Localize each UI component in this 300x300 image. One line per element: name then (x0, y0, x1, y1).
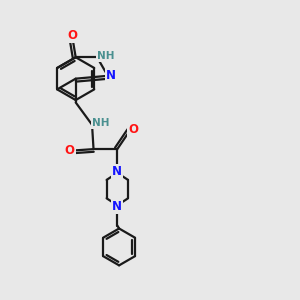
Text: O: O (65, 144, 75, 157)
Text: N: N (112, 165, 122, 178)
Text: NH: NH (97, 51, 114, 61)
Text: N: N (112, 200, 122, 213)
Text: NH: NH (92, 118, 110, 128)
Text: O: O (128, 123, 138, 136)
Text: N: N (106, 69, 116, 82)
Text: O: O (67, 29, 77, 42)
